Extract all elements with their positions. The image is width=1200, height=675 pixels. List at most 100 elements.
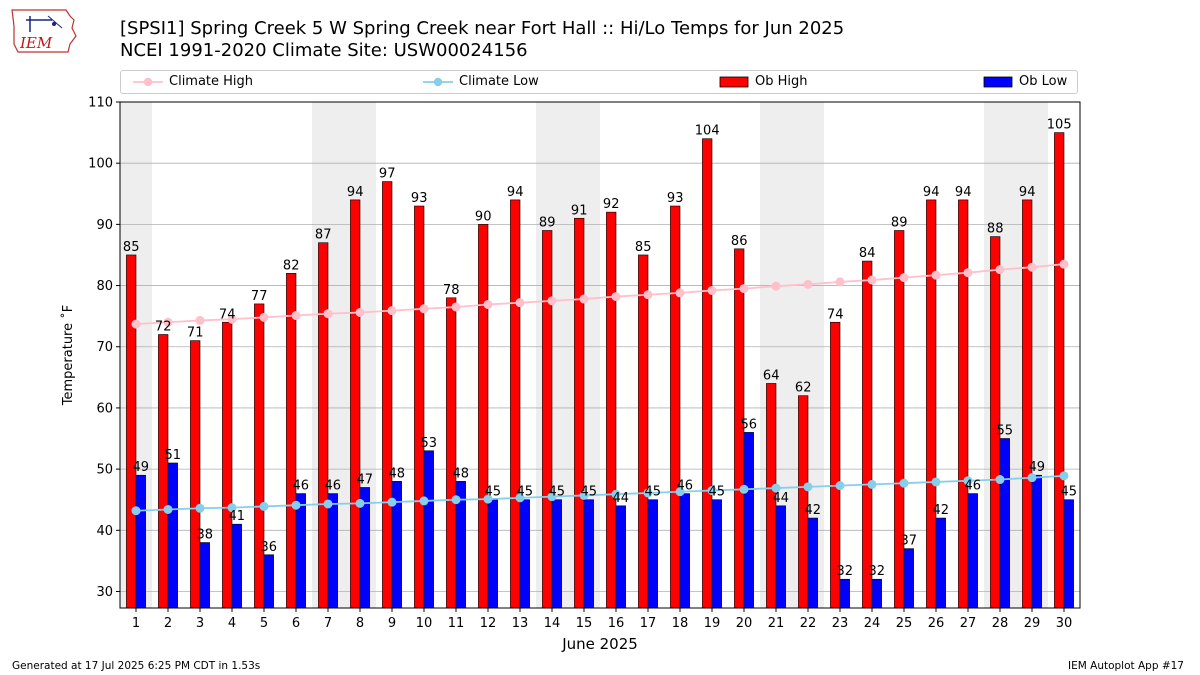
x-tick-label: 10 <box>416 616 433 631</box>
ob-high-bar <box>926 199 937 609</box>
ob-low-value-label: 46 <box>293 479 310 494</box>
ob-high-value-label: 85 <box>635 240 652 255</box>
ob-high-bar <box>542 230 553 609</box>
y-tick-label: 80 <box>96 279 113 294</box>
ob-low-value-label: 45 <box>645 485 662 500</box>
ob-low-bar <box>423 450 434 609</box>
ob-low-bar <box>967 493 978 609</box>
climate-low-line <box>135 474 1065 512</box>
climate-high-point <box>931 270 941 280</box>
ob-low-bar <box>135 474 146 609</box>
ob-high-bar <box>862 260 873 609</box>
legend: Climate High Climate Low Ob High Ob Low <box>120 70 1078 94</box>
climate-high-point <box>259 312 269 322</box>
ob-high-value-label: 94 <box>507 185 524 200</box>
ob-high-value-label: 97 <box>379 167 396 182</box>
ob-low-value-label: 45 <box>581 485 598 500</box>
climate-high-line <box>135 263 1065 326</box>
climate-high-point <box>547 296 557 306</box>
climate-high-point <box>291 311 301 321</box>
ob-high-bar <box>350 199 361 609</box>
ob-high-value-label: 71 <box>187 326 204 341</box>
ob-low-value-label: 49 <box>1029 460 1046 475</box>
climate-low-point <box>451 495 461 505</box>
climate-high-point <box>739 284 749 294</box>
ob-high-bar <box>286 273 297 609</box>
climate-low-point <box>163 504 173 514</box>
ob-high-value-label: 64 <box>763 368 780 383</box>
ob-high-bar <box>190 340 201 609</box>
footer-app-label: IEM Autoplot App #17 <box>1068 660 1184 672</box>
ob-low-value-label: 53 <box>421 436 438 451</box>
ob-high-value-label: 78 <box>443 283 460 298</box>
climate-high-point <box>1027 262 1037 272</box>
ob-low-value-label: 48 <box>453 466 470 481</box>
ob-low-bar <box>871 578 882 609</box>
ob-low-value-label: 48 <box>389 466 406 481</box>
ob-high-value-label: 93 <box>411 191 428 206</box>
ob-low-bar <box>999 438 1010 609</box>
ob-high-bar <box>990 236 1001 609</box>
ob-low-value-label: 44 <box>613 491 630 506</box>
climate-high-point <box>899 273 909 283</box>
climate-high-point <box>611 292 621 302</box>
legend-label-ob-low: Ob Low <box>1019 74 1068 89</box>
x-tick-label: 28 <box>992 616 1009 631</box>
ob-high-bar <box>126 254 137 609</box>
climate-low-point <box>387 497 397 507</box>
ob-high-value-label: 91 <box>571 203 588 218</box>
ob-low-bar <box>327 493 338 609</box>
ob-high-value-label: 92 <box>603 197 620 212</box>
legend-item-climate-high: Climate High <box>133 74 253 89</box>
ob-low-bar <box>295 493 306 609</box>
ob-high-bar <box>510 199 521 609</box>
ob-low-bar <box>231 523 242 609</box>
ob-high-bar <box>958 199 969 609</box>
ob-high-bar <box>1022 199 1033 609</box>
climate-low-point <box>835 481 845 491</box>
climate-high-point <box>963 268 973 278</box>
ob-low-bar <box>743 432 754 609</box>
y-tick-label: 100 <box>88 157 113 172</box>
ob-high-bar <box>798 395 809 609</box>
ob-low-bar <box>519 499 530 609</box>
climate-low-point <box>259 501 269 511</box>
x-tick-label: 18 <box>672 616 689 631</box>
ob-high-value-label: 84 <box>859 246 876 261</box>
ob-low-value-label: 32 <box>869 564 886 579</box>
x-tick-label: 3 <box>196 616 204 631</box>
x-tick-label: 15 <box>576 616 593 631</box>
ob-high-bar <box>158 334 169 609</box>
ob-low-bar <box>1063 499 1074 609</box>
ob-low-bar <box>487 499 498 609</box>
climate-high-point <box>227 314 237 324</box>
x-tick-label: 23 <box>832 616 849 631</box>
legend-item-ob-high: Ob High <box>719 74 808 89</box>
x-tick-label: 22 <box>800 616 817 631</box>
climate-high-point <box>579 294 589 304</box>
ob-high-value-label: 94 <box>1019 185 1036 200</box>
ob-high-value-label: 94 <box>347 185 364 200</box>
ob-low-value-label: 45 <box>549 485 566 500</box>
x-tick-label: 4 <box>228 616 236 631</box>
climate-low-point <box>1059 471 1069 481</box>
ob-low-bar <box>935 517 946 609</box>
ob-low-value-label: 46 <box>677 479 694 494</box>
climate-high-point <box>387 306 397 316</box>
climate-high-point <box>131 319 141 329</box>
ob-high-value-label: 93 <box>667 191 684 206</box>
iem-logo: IEM <box>11 9 77 53</box>
climate-low-point <box>803 482 813 492</box>
ob-low-value-label: 55 <box>997 424 1014 439</box>
ob-high-bar <box>318 242 329 609</box>
x-tick-label: 9 <box>388 616 396 631</box>
ob-low-value-label: 42 <box>933 503 950 518</box>
ob-low-value-label: 36 <box>261 540 278 555</box>
ob-low-bar <box>263 554 274 609</box>
x-tick-label: 21 <box>768 616 785 631</box>
climate-high-point <box>771 281 781 291</box>
climate-high-legend-marker <box>133 77 163 86</box>
ob-low-bar <box>647 499 658 609</box>
logo-text: IEM <box>19 34 53 52</box>
ob-high-legend-swatch <box>719 76 749 87</box>
